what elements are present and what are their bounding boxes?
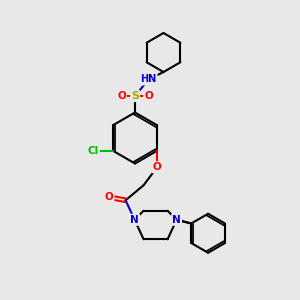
Text: O: O xyxy=(153,162,161,172)
Text: Cl: Cl xyxy=(88,146,99,156)
Text: O: O xyxy=(117,91,126,101)
Text: HN: HN xyxy=(140,74,157,85)
Text: S: S xyxy=(131,91,139,101)
Text: N: N xyxy=(172,215,181,225)
Text: N: N xyxy=(130,215,139,225)
Text: O: O xyxy=(144,91,153,101)
Text: O: O xyxy=(105,192,113,202)
